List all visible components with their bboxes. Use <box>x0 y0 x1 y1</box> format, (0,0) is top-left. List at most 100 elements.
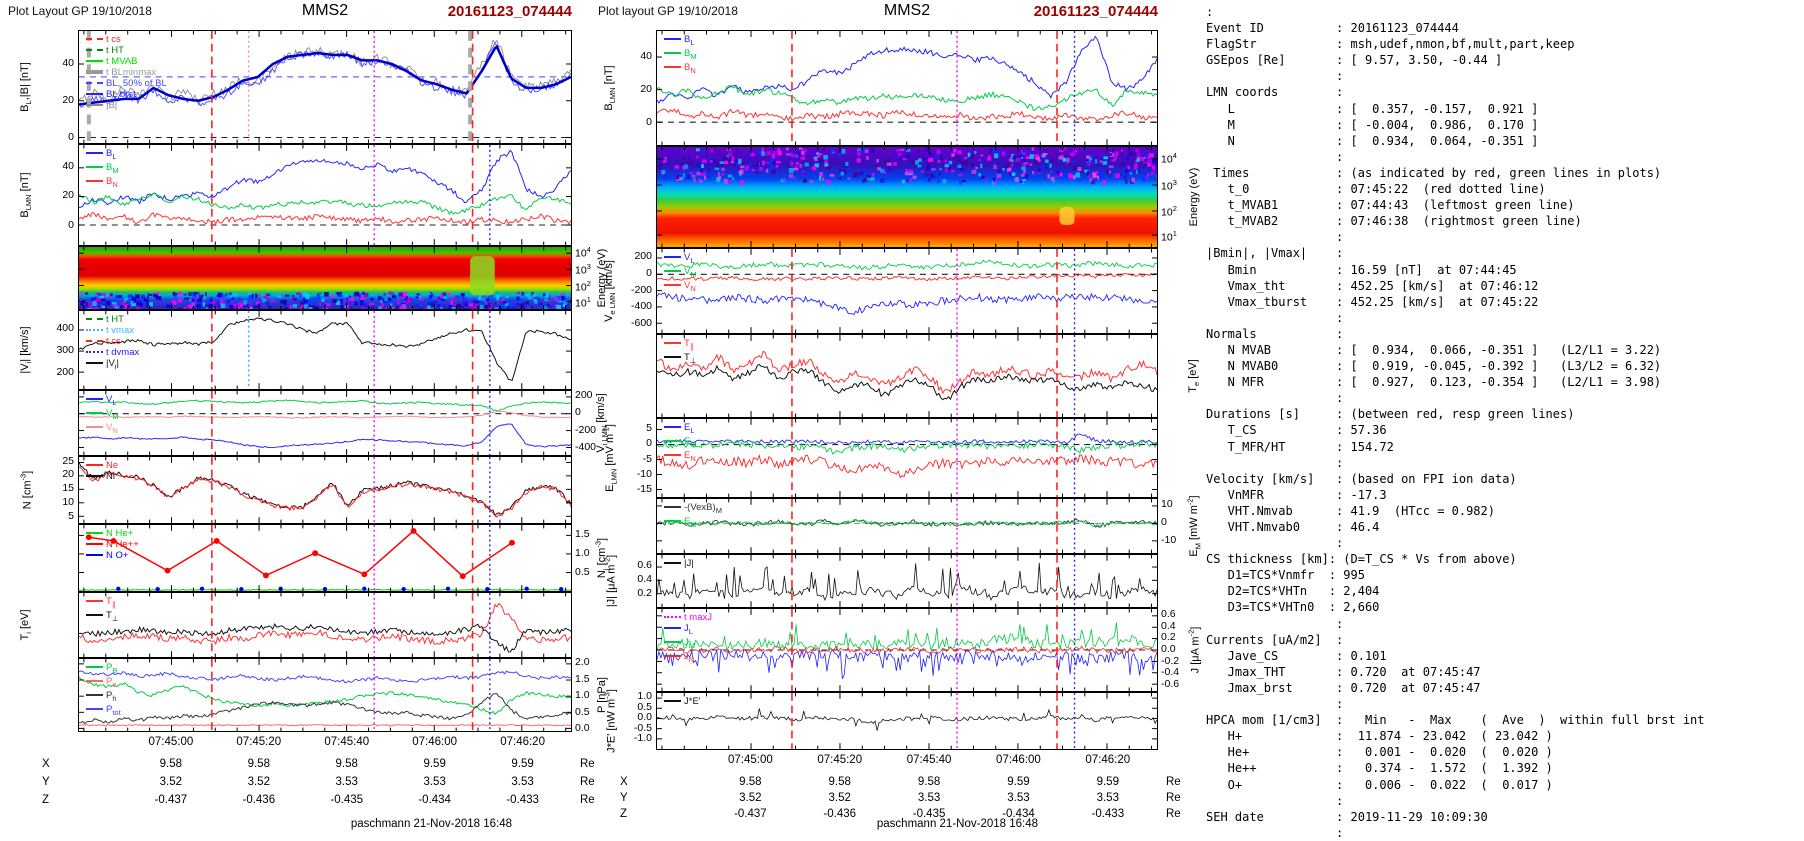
pos-row-label: X <box>620 776 628 788</box>
dot-N O+ <box>239 587 244 591</box>
pos-value: 3.53 <box>917 792 941 804</box>
info-line: Event ID : 20161123_074444 <box>1206 21 1459 36</box>
legend-swatch <box>86 93 103 96</box>
y-tick-label: -0.4 <box>1161 666 1180 679</box>
info-line: L : [ 0.357, -0.157, 0.921 ] <box>1206 101 1539 116</box>
legend-swatch <box>664 440 681 443</box>
panel-ve-lmn: VL VM VN <box>656 248 1158 334</box>
y-tick-label: 1.0 <box>575 689 590 702</box>
legend-label: T⊥ <box>684 351 697 365</box>
y-tick-label: 1.0 <box>637 690 652 703</box>
legend-label: t dvmax <box>106 347 140 358</box>
pos-value: -0.435 <box>912 808 946 820</box>
axis-label-b-lmn-m: BLMN [nT] <box>602 65 618 111</box>
pos-unit: Re <box>580 776 595 788</box>
series-N He++ <box>88 529 513 578</box>
legend-label: Ptot <box>106 703 121 717</box>
x-tick-label: 07:45:00 <box>148 736 194 748</box>
legend-swatch <box>664 655 681 658</box>
y-tick-label: 0 <box>646 266 652 279</box>
y-tick-label: 101 <box>575 295 591 310</box>
pos-unit: Re <box>580 758 595 770</box>
plot-canvas-ni-minor <box>79 525 571 591</box>
x-tick-label: 07:45:40 <box>324 736 370 748</box>
plot-canvas-e-lmn <box>657 419 1157 497</box>
legend-label: VM <box>106 407 119 421</box>
series-V_N <box>79 410 571 419</box>
y-tick-label: 40 <box>640 49 652 62</box>
panel-jdote: J*E' <box>656 692 1158 750</box>
y-tick-label: 0 <box>646 437 652 450</box>
legend-swatch <box>86 614 103 617</box>
legend-vi-mag: t HT t vmax t cs t dvmax |Vi| <box>86 314 139 372</box>
y-tick-label: -200 <box>630 283 652 296</box>
info-line: SEH date : 2019-11-29 10:09:30 <box>1206 809 1488 824</box>
series-B_M <box>79 192 571 215</box>
y-tick-label: 15 <box>62 482 74 495</box>
series-B_L <box>657 35 1157 104</box>
y-tick-label: 103 <box>1161 177 1177 193</box>
series-|J| <box>657 562 1157 602</box>
axis-label-electron-spectrogram: Energy (eV) <box>1188 167 1200 227</box>
legend-swatch <box>664 520 681 523</box>
panel-ion-spectrogram <box>78 246 572 310</box>
pos-value: -0.435 <box>330 794 364 806</box>
legend-swatch <box>86 152 103 155</box>
legend-swatch <box>86 166 103 169</box>
series-V_M <box>657 259 1157 271</box>
y-tick-label: -10 <box>636 467 652 480</box>
legend-label: EM <box>684 435 697 449</box>
legend-item: -(VexB)M <box>664 502 722 516</box>
panel-bl-babs: t cs t HT t MVAB t BLminmax BL, 50% of BL BL … <box>78 30 572 144</box>
dot-N O+ <box>445 586 451 591</box>
pos-value: -0.433 <box>506 794 539 806</box>
info-line: D1=TCS*Vnmfr : 995 <box>1206 568 1365 583</box>
plot-canvas-j-lmn <box>657 609 1157 691</box>
info-line: : <box>1206 616 1344 631</box>
plot-canvas-pressure <box>79 659 571 731</box>
y-tick-label: 20 <box>62 189 74 202</box>
legend-swatch <box>664 506 681 509</box>
x-tick-label: 07:46:20 <box>1085 754 1131 766</box>
legend-ve-lmn: VL VM VN <box>664 252 697 294</box>
legend-item: VM <box>664 266 697 280</box>
legend-swatch <box>86 600 103 603</box>
pos-value: 9.59 <box>511 758 534 770</box>
legend-item: N He+ <box>86 528 139 539</box>
legend-label: N He++ <box>106 539 139 550</box>
x-tick-label: 07:45:00 <box>727 754 773 766</box>
panel-b-lmn: BL BM BN <box>78 144 572 246</box>
legend-swatch <box>664 627 681 630</box>
y-tick-label: -1.0 <box>633 732 652 745</box>
y-tick-label: -15 <box>636 483 652 496</box>
y-tick-label: 104 <box>575 245 591 260</box>
info-line: T_MFR/HT : 154.72 <box>1206 439 1394 454</box>
plot-canvas-te <box>657 335 1157 417</box>
series-B_N <box>79 211 571 226</box>
info-line: FlagStr : msh,udef,nmon,bf,mult,part,kee… <box>1206 37 1575 52</box>
event-id-label: 20161123_074444 <box>1033 3 1158 20</box>
legend-swatch <box>86 38 103 41</box>
info-line: O+ : 0.006 - 0.022 ( 0.017 ) <box>1206 777 1553 792</box>
y-tick-label: 1.5 <box>575 672 590 685</box>
info-line: T_CS : 57.36 <box>1206 423 1387 438</box>
legend-swatch <box>86 708 103 711</box>
series-T_par <box>657 350 1157 395</box>
legend-label: VN <box>684 279 696 293</box>
legend-item: t HT <box>86 314 139 325</box>
legend-item: JM <box>664 637 712 651</box>
legend-exb-em: -(VexB)M EM <box>664 502 722 530</box>
pos-value: 9.59 <box>1096 776 1119 788</box>
legend-label: N O+ <box>106 550 129 561</box>
legend-item: t dvmax <box>86 347 139 358</box>
info-line: N : [ 0.934, 0.064, -0.351 ] <box>1206 133 1539 148</box>
series-J_N <box>657 645 1157 655</box>
legend-label: BN <box>684 61 696 75</box>
legend-swatch <box>86 318 103 321</box>
legend-item: BL brst <box>86 89 167 100</box>
legend-te: T∥ T⊥ <box>664 338 696 366</box>
legend-label: |Vi| <box>106 358 119 371</box>
y-tick-label: 20 <box>62 468 74 481</box>
series-V_N <box>657 272 1157 282</box>
legend-b-lmn: BL BM BN <box>86 148 119 190</box>
